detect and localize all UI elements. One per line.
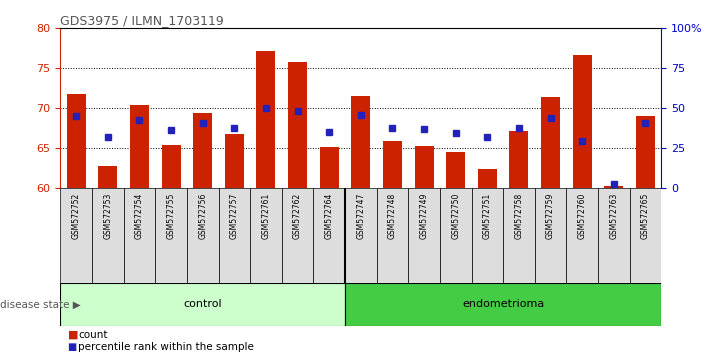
- Bar: [225, 134, 244, 188]
- Bar: [351, 96, 370, 188]
- Bar: [345, 188, 377, 283]
- Text: endometrioma: endometrioma: [462, 299, 544, 309]
- Bar: [447, 152, 465, 188]
- Bar: [257, 51, 275, 188]
- Bar: [314, 188, 345, 283]
- Bar: [604, 186, 624, 188]
- Bar: [377, 188, 408, 283]
- Text: GSM572764: GSM572764: [325, 193, 333, 239]
- Bar: [478, 169, 497, 188]
- Text: GSM572755: GSM572755: [166, 193, 176, 239]
- Bar: [60, 188, 92, 283]
- Bar: [155, 188, 187, 283]
- Bar: [67, 95, 86, 188]
- Bar: [130, 105, 149, 188]
- Text: GSM572761: GSM572761: [262, 193, 270, 239]
- Bar: [567, 188, 598, 283]
- Text: GSM572748: GSM572748: [388, 193, 397, 239]
- Text: GSM572760: GSM572760: [577, 193, 587, 239]
- Text: GSM572754: GSM572754: [135, 193, 144, 239]
- Bar: [510, 131, 528, 188]
- Bar: [415, 146, 434, 188]
- Text: GSM572750: GSM572750: [451, 193, 460, 239]
- Bar: [471, 188, 503, 283]
- Bar: [440, 188, 471, 283]
- Text: GSM572749: GSM572749: [419, 193, 429, 239]
- Text: GDS3975 / ILMN_1703119: GDS3975 / ILMN_1703119: [60, 14, 224, 27]
- Bar: [320, 147, 338, 188]
- Bar: [98, 166, 117, 188]
- Bar: [408, 188, 440, 283]
- Text: GSM572762: GSM572762: [293, 193, 302, 239]
- Text: GSM572763: GSM572763: [609, 193, 619, 239]
- Text: ■: ■: [68, 342, 77, 352]
- Text: percentile rank within the sample: percentile rank within the sample: [78, 342, 254, 352]
- Text: GSM572756: GSM572756: [198, 193, 207, 239]
- Text: GSM572765: GSM572765: [641, 193, 650, 239]
- Text: GSM572752: GSM572752: [72, 193, 81, 239]
- Text: GSM572757: GSM572757: [230, 193, 239, 239]
- Bar: [535, 188, 567, 283]
- Text: GSM572747: GSM572747: [356, 193, 365, 239]
- Bar: [161, 144, 181, 188]
- Bar: [92, 188, 124, 283]
- Text: ■: ■: [68, 330, 78, 339]
- Text: control: control: [183, 299, 222, 309]
- Bar: [598, 188, 630, 283]
- Text: disease state ▶: disease state ▶: [0, 299, 81, 309]
- Bar: [541, 97, 560, 188]
- Bar: [345, 283, 661, 326]
- Bar: [193, 113, 212, 188]
- Bar: [288, 62, 307, 188]
- Bar: [124, 188, 155, 283]
- Text: GSM572758: GSM572758: [515, 193, 523, 239]
- Text: GSM572753: GSM572753: [103, 193, 112, 239]
- Bar: [60, 283, 345, 326]
- Bar: [250, 188, 282, 283]
- Text: count: count: [78, 330, 107, 339]
- Bar: [630, 188, 661, 283]
- Bar: [636, 116, 655, 188]
- Bar: [572, 56, 592, 188]
- Bar: [187, 188, 218, 283]
- Bar: [503, 188, 535, 283]
- Text: GSM572759: GSM572759: [546, 193, 555, 239]
- Text: GSM572751: GSM572751: [483, 193, 492, 239]
- Bar: [383, 141, 402, 188]
- Bar: [282, 188, 314, 283]
- Bar: [218, 188, 250, 283]
